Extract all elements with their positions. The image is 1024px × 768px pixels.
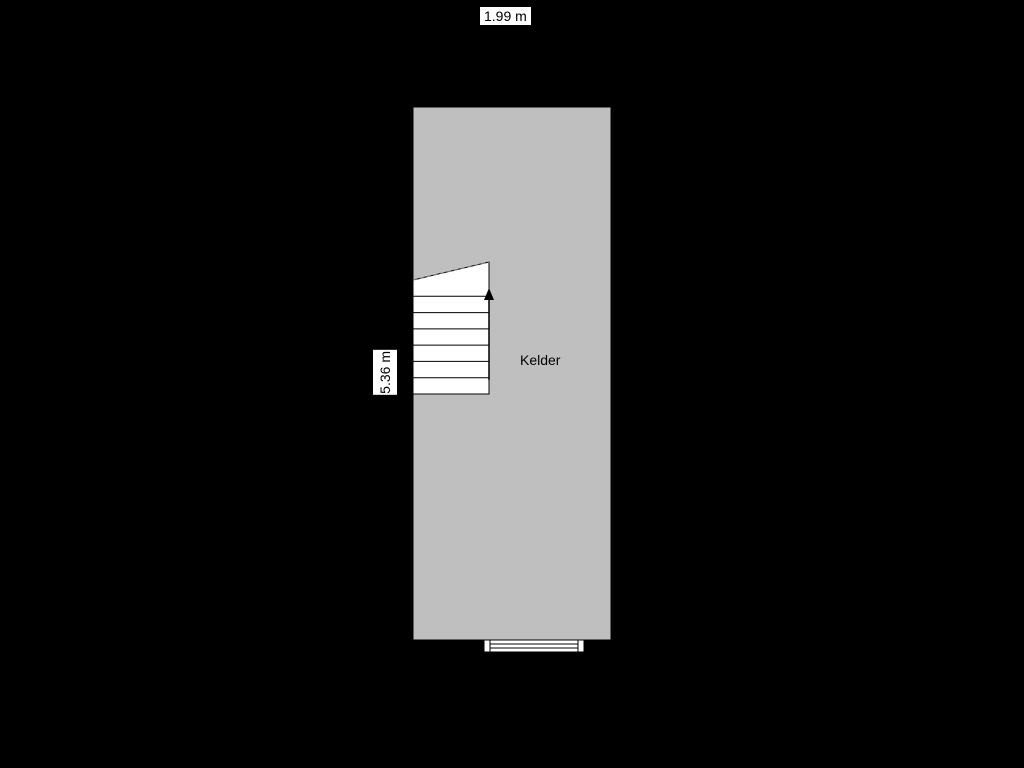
room-label: Kelder	[520, 352, 561, 368]
floor-plan: Kelder	[0, 0, 1024, 768]
window-symbol	[484, 640, 584, 652]
staircase	[413, 262, 489, 394]
